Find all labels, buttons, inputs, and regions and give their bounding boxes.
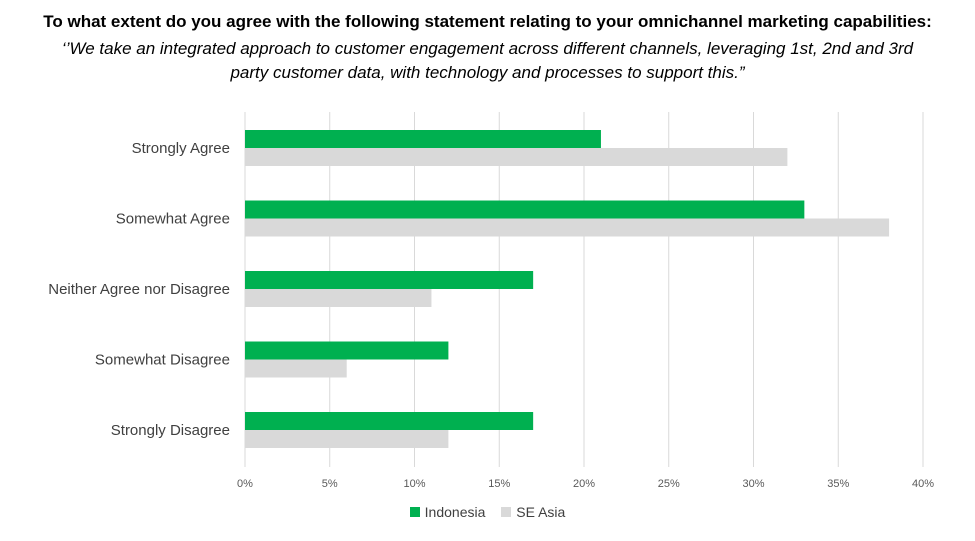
- category-label-strongly-disagree: Strongly Disagree: [111, 422, 230, 439]
- tick-label-10: 10%: [403, 478, 425, 490]
- subtitle-line-1: ‘’We take an integrated approach to cust…: [61, 39, 914, 58]
- legend-swatch-se-asia: [501, 507, 512, 517]
- bar-se-asia-somewhat-disagree: [245, 359, 347, 378]
- bar-indonesia-strongly-agree: [245, 130, 601, 148]
- tick-label-0: 0%: [237, 478, 253, 490]
- bar-se-asia-strongly-agree: [245, 148, 788, 166]
- bar-indonesia-somewhat-disagree: [245, 341, 449, 360]
- tick-label-35: 35%: [827, 478, 849, 490]
- legend-label-indonesia: Indonesia: [424, 504, 486, 520]
- bar-se-asia-somewhat-agree: [245, 218, 890, 237]
- bar-indonesia-strongly-disagree: [245, 412, 534, 430]
- bar-se-asia-strongly-disagree: [245, 430, 449, 448]
- legend-item-indonesia: Indonesia: [409, 504, 486, 520]
- chart-subtitle: ‘’We take an integrated approach to cust…: [0, 37, 975, 85]
- category-label-somewhat-agree: Somewhat Agree: [116, 211, 230, 228]
- category-label-neither-agree-nor-disagree: Neither Agree nor Disagree: [48, 281, 230, 298]
- subtitle-line-2: party customer data, with technology and…: [230, 63, 745, 82]
- tick-label-25: 25%: [658, 478, 680, 490]
- legend-label-se-asia: SE Asia: [516, 504, 566, 520]
- category-label-strongly-agree: Strongly Agree: [132, 140, 230, 157]
- category-label-somewhat-disagree: Somewhat Disagree: [95, 352, 230, 369]
- tick-label-15: 15%: [488, 478, 510, 490]
- bars: [245, 130, 890, 448]
- tick-label-5: 5%: [322, 478, 338, 490]
- legend-item-se-asia: SE Asia: [501, 504, 565, 520]
- tick-label-40: 40%: [912, 478, 934, 490]
- bar-indonesia-somewhat-agree: [245, 200, 805, 219]
- category-labels: Strongly Agree Somewhat Agree Neither Agre…: [48, 140, 230, 439]
- tick-labels: 0% 5% 10% 15% 20% 25% 30% 35% 40%: [237, 478, 934, 490]
- legend-swatch-indonesia: [409, 507, 420, 517]
- bar-se-asia-neither-agree-nor-disagree: [245, 289, 432, 307]
- tick-label-20: 20%: [573, 478, 595, 490]
- tick-label-30: 30%: [742, 478, 764, 490]
- chart-title: To what extent do you agree with the fol…: [43, 12, 932, 31]
- legend: Indonesia SE Asia: [0, 504, 975, 520]
- bar-indonesia-neither-agree-nor-disagree: [245, 271, 534, 289]
